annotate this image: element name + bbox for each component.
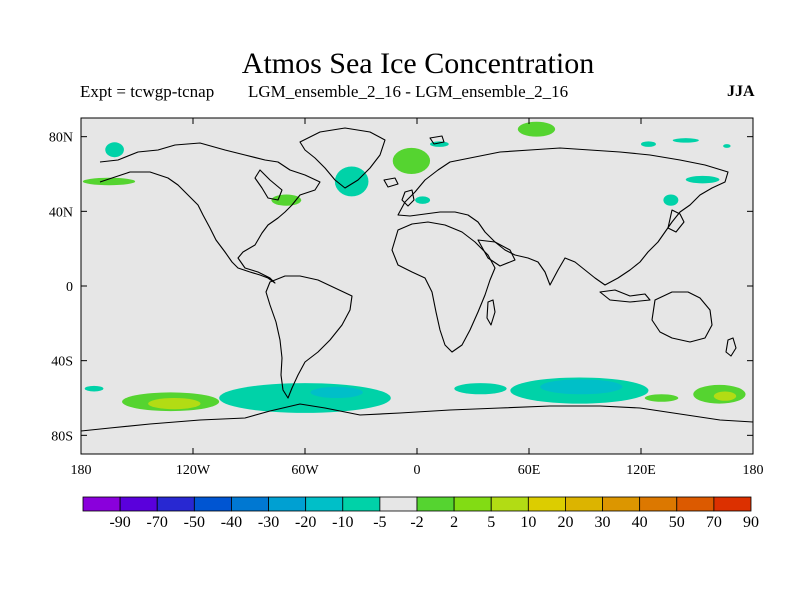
colorbar-label: 5 [487,514,495,531]
colorbar-label: -40 [221,514,242,531]
anomaly-patch [84,385,104,392]
coastline-iceland [383,177,399,188]
colorbar-label: -70 [147,514,168,531]
coastline-indonesia [599,289,651,303]
colorbar-swatch [231,496,269,512]
colorbar-swatch [639,496,678,512]
coastline-japan [667,209,685,233]
anomaly-patch [310,386,363,398]
colorbar-label: -2 [410,514,423,531]
coastline-svalbard [429,135,445,145]
colorbar-label: -5 [373,514,386,531]
anomaly-patch [454,383,507,395]
colorbar-label: -10 [332,514,353,531]
experiment-label: Expt = tcwgp-tcnap [80,82,215,101]
axis-ticks: 180 120W 60W 0 60E 120E 180 80N 40N 0 40S 80S [49,118,764,478]
x-tick-label: 180 [743,463,764,478]
x-tick-label: 180 [71,463,92,478]
colorbar-label: 90 [743,514,759,531]
colorbar-label: 20 [557,514,573,531]
colorbar-label: -20 [295,514,316,531]
anomaly-patch [644,394,679,402]
anomaly-patch [517,121,556,137]
y-tick-label: 40N [49,205,73,220]
x-tick-label: 120E [626,463,656,478]
colorbar-label: -30 [258,514,279,531]
colorbar-swatch [565,496,603,512]
anomaly-patch [148,398,201,410]
coastline-british-isles [401,189,415,207]
anomaly-patch [641,141,656,147]
colorbar-label: 2 [450,514,458,531]
anomaly-patch [415,196,431,204]
coastline-greenland [299,127,386,189]
colorbar-label: -90 [109,514,130,531]
colorbar-label: 30 [595,514,611,531]
anomaly-patch [334,166,369,197]
colorbar-label: 10 [520,514,536,531]
anomaly-patch [713,391,737,401]
colorbar-label: 40 [632,514,648,531]
anomaly-patch [105,142,124,158]
colorbar-label: 70 [706,514,722,531]
colorbar-swatch [453,496,492,512]
colorbar-swatch [713,496,752,512]
colorbar-swatch [193,496,232,512]
coastline-new-zealand [725,337,737,357]
anomaly-patch [219,383,391,413]
colorbar-swatch [156,496,195,512]
run-label: LGM_ensemble_2_16 - LGM_ensemble_2_16 [248,82,569,101]
colorbar-swatch [676,496,715,512]
anomaly-patch [540,379,623,395]
colorbar-swatch [416,496,455,512]
coastline-arabia [477,239,516,267]
anomaly-patch [82,177,136,186]
colorbar-label: 50 [669,514,685,531]
colorbar-swatch [342,496,381,512]
anomaly-patch [672,138,699,143]
y-tick-label: 80N [49,131,73,146]
season-label: JJA [727,83,755,100]
anomaly-patch [392,147,431,174]
anomaly-patch [685,175,720,184]
anomaly-patch [663,194,679,206]
colorbar-swatch [527,496,566,512]
coastline-hudson-bay [254,169,283,201]
coastline-north-america [99,142,321,284]
colorbar-swatch [82,496,121,512]
colorbar-swatch [490,496,529,512]
x-tick-label: 120W [176,463,211,478]
x-tick-label: 60E [518,463,541,478]
y-tick-label: 80S [51,429,73,444]
coastlines [81,127,753,432]
colorbar-label: -50 [184,514,205,531]
colorbar-swatch [119,496,158,512]
anomaly-patch [430,141,449,147]
coastline-australia [651,291,713,343]
colorbar-swatch [379,496,418,512]
coastline-africa [391,221,496,353]
colorbar-swatch [602,496,641,512]
coastline-south-america [265,275,353,399]
plot-title: Atmos Sea Ice Concentration [241,47,595,80]
x-tick-label: 60W [291,463,319,478]
y-tick-label: 40S [51,355,73,370]
colorbar-swatch [305,496,344,512]
anomaly-shading [82,121,746,413]
coastline-antarctica [81,403,753,432]
y-tick-label: 0 [66,280,73,295]
anomaly-patch [723,144,731,148]
x-tick-label: 0 [414,463,421,478]
coastline-madagascar [486,299,496,326]
colorbar-swatch [268,496,307,512]
colorbar: -90 -70 -50 -40 -30 -20 -10 -5 -2 2 5 10 20 30 40 50 70 9… [82,496,759,531]
